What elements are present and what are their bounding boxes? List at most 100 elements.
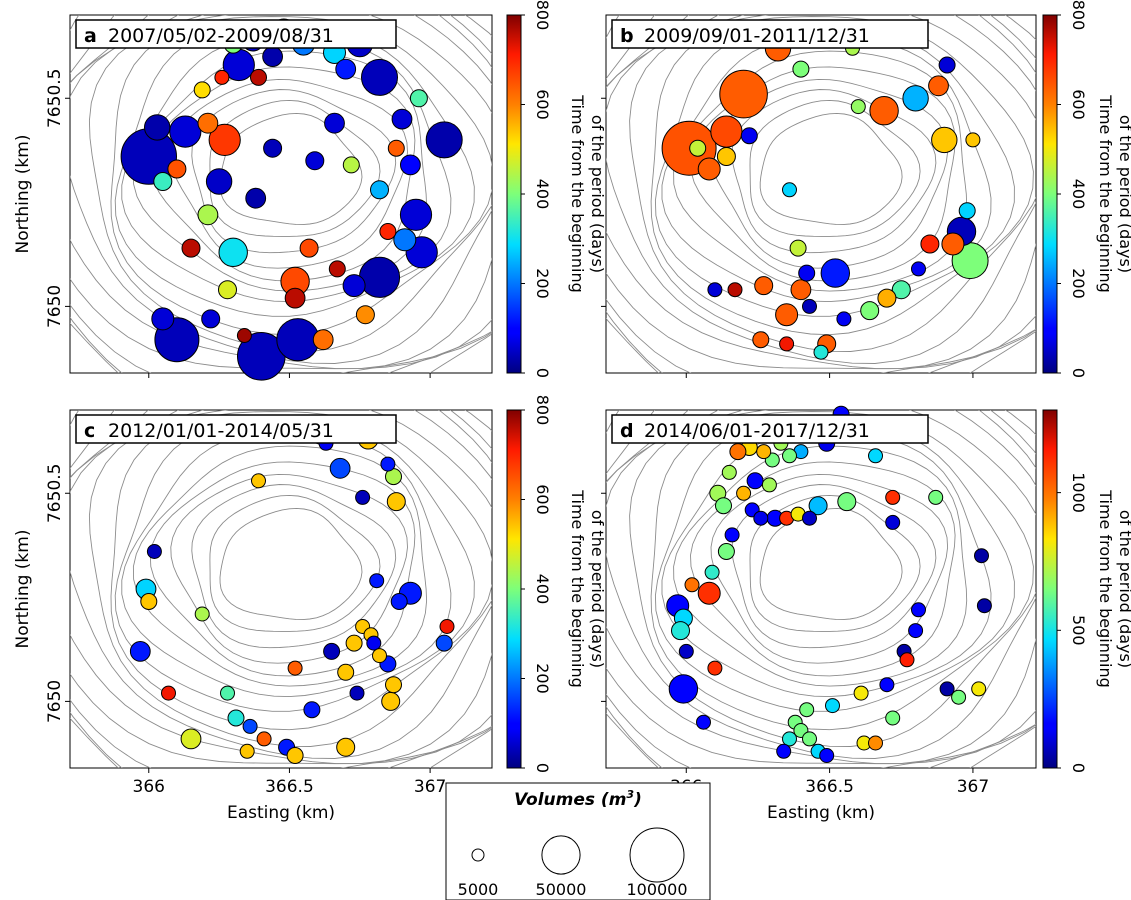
colorbar-b: 0 200 400 600 800 Time from the beginning of…	[1042, 0, 1131, 378]
y-ticks-b	[601, 97, 606, 307]
event-point-b-38	[779, 336, 795, 352]
event-point-a-21	[361, 58, 398, 96]
event-point-c-41	[336, 737, 356, 757]
y-tick-label-c-0: 7650	[45, 680, 65, 723]
event-point-a-9	[205, 168, 233, 195]
panel-d: d 2014/06/01-2017/12/31 Easting (km) 366…	[601, 405, 1131, 823]
contour-line-d-11	[606, 410, 1036, 765]
event-point-b-19	[782, 182, 797, 198]
event-point-b-27	[877, 288, 897, 308]
panel-period-d: 2014/06/01-2017/12/31	[644, 420, 870, 442]
event-point-d-42	[696, 714, 711, 730]
panel-a: a 2007/05/02-2009/08/31 Northing (km) 76…	[13, 0, 607, 381]
contour-line-d-1	[749, 494, 921, 632]
event-point-d-17	[761, 477, 777, 493]
colorbar-label-a-2: of the period (days)	[588, 115, 607, 273]
contour-line-a-11	[70, 15, 492, 370]
event-point-a-13	[250, 68, 267, 86]
event-point-b-33	[790, 279, 812, 301]
event-point-b-30	[820, 258, 850, 288]
event-point-d-19	[753, 510, 769, 526]
x-tick-label-d-2: 367	[957, 777, 989, 797]
colorbar-tick-label-a-0: 0	[533, 368, 552, 378]
colorbar-label-a-1: Time from the beginning	[568, 94, 587, 293]
event-point-b-6	[740, 127, 758, 145]
event-point-d-43	[974, 548, 989, 564]
event-point-d-25	[837, 492, 857, 512]
y-ticks-d	[601, 492, 606, 702]
event-point-b-42	[727, 282, 743, 298]
x-ticks-b	[685, 373, 974, 378]
event-point-b-36	[802, 298, 817, 314]
event-point-d-33	[724, 527, 740, 543]
event-point-a-53	[370, 180, 389, 200]
event-point-c-8	[355, 489, 371, 505]
event-point-d-52	[799, 702, 815, 718]
event-point-a-34	[299, 238, 319, 258]
event-point-a-6	[197, 112, 219, 134]
event-point-a-31	[355, 305, 375, 325]
event-point-d-48	[899, 652, 915, 668]
event-point-c-11	[140, 593, 158, 610]
event-point-b-29	[836, 311, 852, 327]
panel-b: b 2009/09/01-2011/12/31 0 200 400 600 800 Ti…	[601, 0, 1131, 378]
contour-line-b-1	[749, 99, 921, 237]
contour-line-c-3	[170, 473, 408, 664]
event-point-b-31	[789, 239, 807, 257]
event-point-a-42	[151, 307, 175, 331]
event-point-c-31	[381, 691, 401, 711]
colorbar-tick-label-d-1: 500	[1069, 615, 1088, 646]
event-point-a-5	[193, 81, 211, 99]
colorbar-d: 0 500 1000 Time from the beginning of the …	[1042, 409, 1131, 773]
event-point-a-40	[236, 328, 252, 343]
panel-letter-a: a	[84, 25, 97, 47]
contour-line-b-14	[606, 15, 1036, 373]
event-point-c-40	[239, 743, 255, 759]
event-point-b-16	[938, 56, 956, 74]
contour-line-c-4	[149, 461, 416, 677]
colorbar-tick-label-c-0: 0	[533, 763, 552, 773]
event-point-b-5	[716, 147, 736, 166]
colorbar-tick-label-c-3: 600	[533, 484, 552, 515]
event-point-c-39	[180, 728, 202, 750]
legend-label-1: 50000	[536, 880, 587, 899]
contour-line-d-2	[731, 484, 937, 649]
colorbar-tick-label-b-1: 200	[1069, 268, 1088, 299]
event-point-a-0	[169, 115, 202, 148]
event-point-a-25	[387, 139, 405, 157]
event-point-b-18	[965, 132, 981, 148]
event-point-a-38	[312, 329, 334, 351]
colorbar-tick-label-c-1: 200	[533, 663, 552, 694]
contour-line-c-5	[132, 445, 428, 687]
events-d	[666, 405, 992, 763]
event-point-a-27	[399, 198, 433, 231]
event-point-b-23	[941, 232, 965, 256]
event-point-c-35	[242, 718, 258, 734]
title-box-d: d 2014/06/01-2017/12/31	[611, 414, 929, 444]
event-point-a-7	[214, 69, 230, 85]
contour-line-c-13	[70, 410, 492, 768]
event-point-b-15	[928, 75, 949, 97]
event-point-d-59	[819, 748, 835, 763]
event-point-d-55	[802, 731, 817, 747]
event-point-a-51	[324, 112, 345, 134]
event-point-a-36	[284, 287, 306, 309]
event-point-c-19	[435, 634, 453, 652]
event-point-d-16	[746, 472, 764, 490]
event-point-a-14	[262, 46, 284, 67]
contour-line-d-14	[606, 410, 1036, 768]
event-point-b-1	[719, 69, 768, 119]
event-point-a-32	[342, 274, 366, 298]
colorbar-tick-label-a-2: 400	[533, 179, 552, 210]
colorbar-label-b-1: Time from the beginning	[1096, 94, 1115, 293]
event-point-d-32	[704, 564, 720, 580]
y-ticks-a: 7650 7650.5	[45, 69, 70, 328]
contour-line-d-6	[661, 430, 992, 698]
x-ticks-a	[148, 373, 431, 378]
contour-line-d-10	[606, 410, 1036, 759]
event-point-c-27	[323, 642, 341, 660]
panel-letter-b: b	[620, 25, 634, 47]
colorbar-tick-label-d-2: 1000	[1069, 472, 1088, 513]
event-point-d-61	[868, 735, 883, 751]
